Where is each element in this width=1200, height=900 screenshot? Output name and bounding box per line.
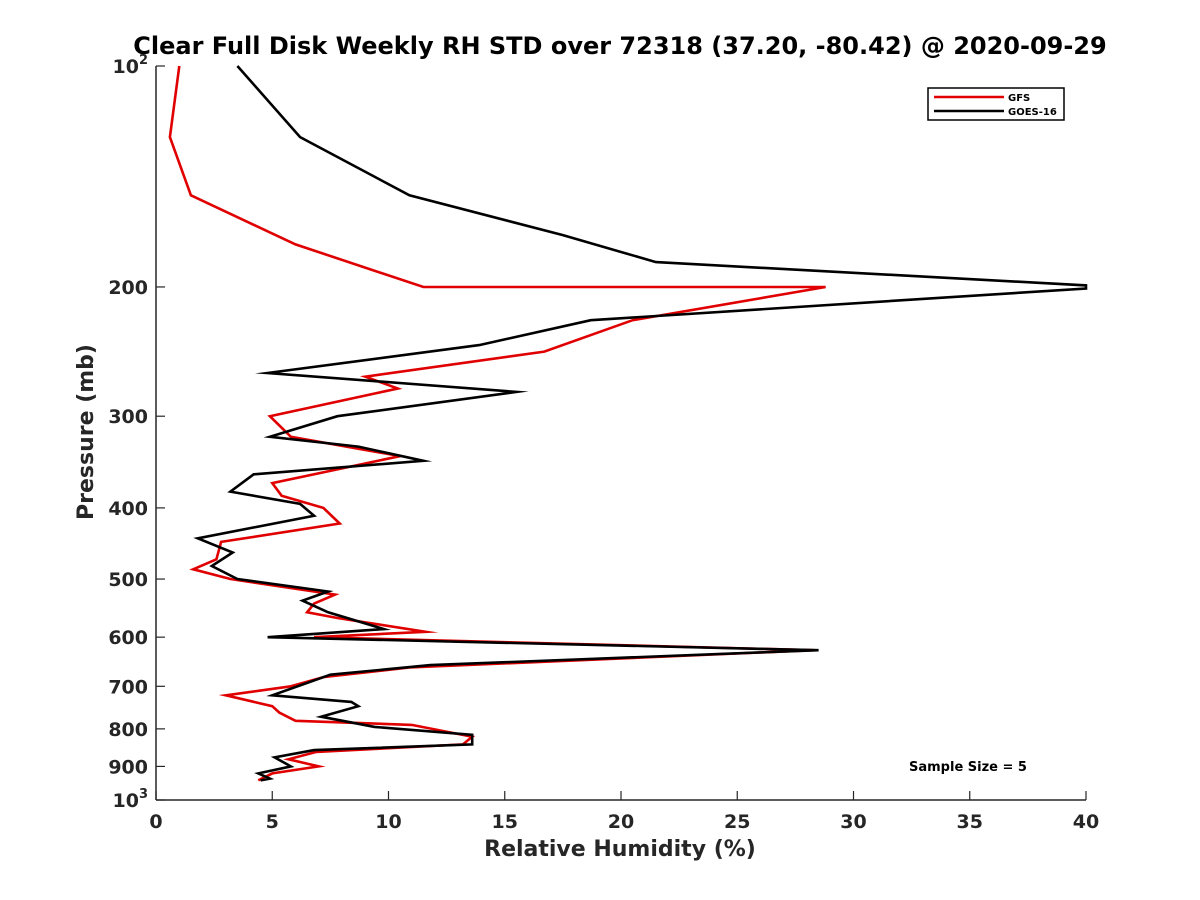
x-tick-label: 5 — [266, 811, 279, 833]
x-tick-label: 10 — [375, 811, 401, 833]
y-tick-label: 200 — [108, 277, 148, 299]
x-tick-label: 0 — [149, 811, 162, 833]
y-tick-label: 500 — [108, 569, 148, 591]
y-tick-label: 400 — [108, 498, 148, 520]
series-layer — [168, 65, 1088, 782]
x-tick-label: 30 — [840, 811, 866, 833]
x-tick-label: 25 — [724, 811, 750, 833]
x-axis-ticks: 0 5 10 15 20 25 30 35 40 — [149, 791, 1099, 833]
series-line-goes16 — [193, 65, 1088, 782]
y-tick-label: 800 — [108, 719, 148, 741]
x-axis-label: Relative Humidity (%) — [484, 837, 756, 862]
y-tick-label: 300 — [108, 406, 148, 428]
y-tick-label: 103 — [113, 787, 149, 812]
y-tick-label: 700 — [108, 676, 148, 698]
series-line-gfs — [168, 65, 826, 782]
x-tick-label: 35 — [957, 811, 983, 833]
chart-title: Clear Full Disk Weekly RH STD over 72318… — [133, 32, 1106, 60]
y-tick-label: 600 — [108, 627, 148, 649]
x-tick-label: 15 — [492, 811, 518, 833]
legend-label-goes16: GOES-16 — [1008, 107, 1057, 118]
y-axis-ticks: 102 200 300 400 500 600 700 800 900 103 — [108, 53, 165, 812]
y-axis-label: Pressure (mb) — [74, 344, 99, 520]
sample-size-annotation: Sample Size = 5 — [909, 760, 1027, 775]
legend: GFS GOES-16 — [927, 87, 1065, 121]
legend-box — [927, 87, 1065, 121]
x-tick-label: 40 — [1073, 811, 1099, 833]
legend-label-gfs: GFS — [1008, 93, 1030, 104]
y-tick-label: 102 — [113, 53, 149, 78]
x-tick-label: 20 — [608, 811, 634, 833]
plot-frame — [155, 66, 1086, 801]
y-tick-label: 900 — [108, 756, 148, 778]
